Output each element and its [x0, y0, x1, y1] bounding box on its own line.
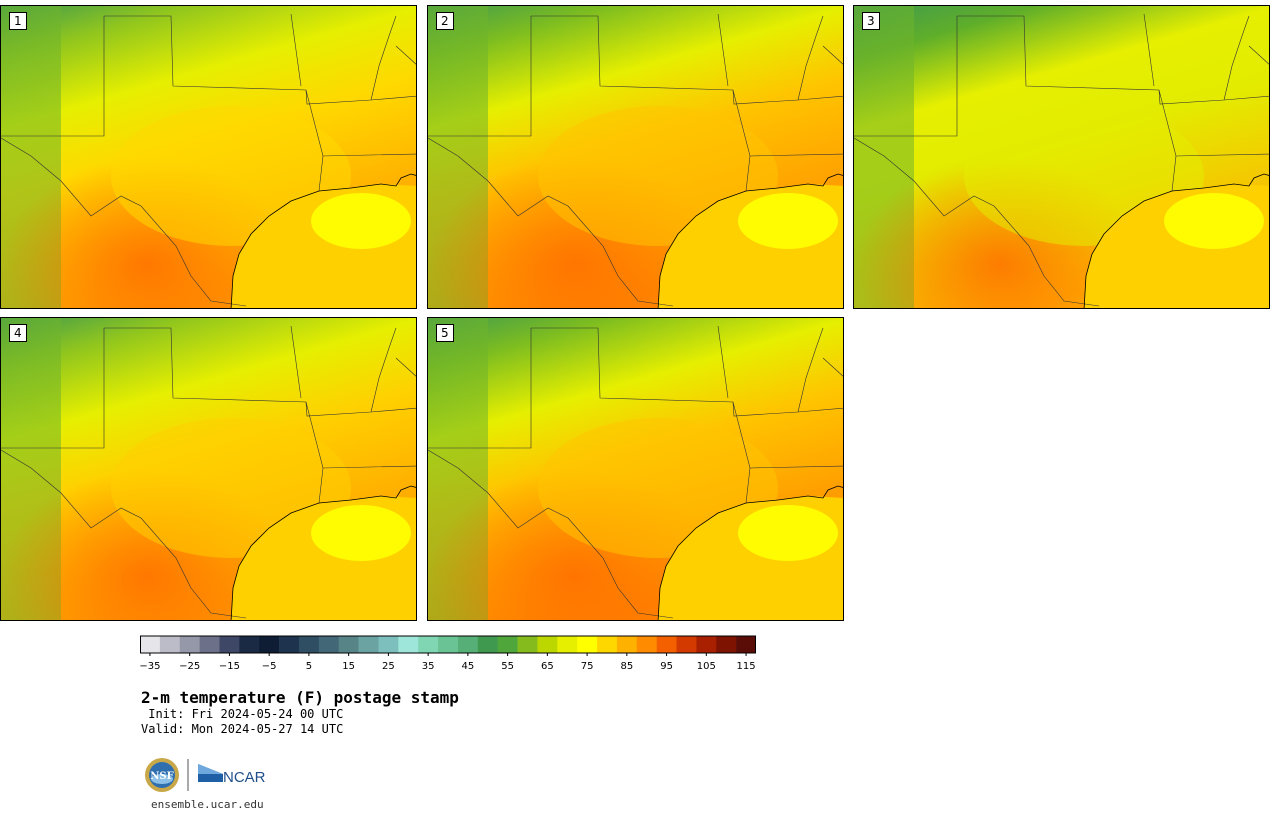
colorbar-swatch [438, 636, 459, 653]
stamp-number-label: 2 [436, 12, 454, 30]
colorbar-swatch [656, 636, 677, 653]
colorbar-swatch [199, 636, 220, 653]
colorbar-swatch [736, 636, 756, 653]
colorbar-swatch [696, 636, 717, 653]
stamp-number-label: 5 [436, 324, 454, 342]
init-time: Init: Fri 2024-05-24 00 UTC [141, 707, 344, 721]
colorbar-tick-label: 105 [697, 661, 716, 672]
site-url: ensemble.ucar.edu [151, 798, 264, 811]
colorbar-swatch [636, 636, 657, 653]
colorbar-swatch [179, 636, 200, 653]
colorbar-swatch [716, 636, 737, 653]
ncar-logo-icon: NCAR [198, 764, 266, 786]
stamp-number-label: 4 [9, 324, 27, 342]
temperature-map [854, 6, 1269, 308]
temperature-map [428, 6, 843, 308]
colorbar-swatch [537, 636, 558, 653]
colorbar-swatch [159, 636, 181, 653]
colorbar-swatch [517, 636, 538, 653]
nsf-logo-icon: NSF [145, 758, 179, 792]
colorbar-tick-label: 75 [581, 661, 594, 672]
temperature-map [428, 318, 843, 620]
colorbar-tick-label: 55 [501, 661, 514, 672]
colorbar-swatch [298, 636, 320, 653]
svg-text:NSF: NSF [150, 771, 173, 782]
colorbar-swatch [378, 636, 399, 653]
colorbar-swatch [279, 636, 300, 653]
temperature-map [1, 6, 416, 308]
postage-stamp-panel-1: 1 [0, 5, 417, 309]
colorbar-tick-label: 85 [620, 661, 633, 672]
colorbar-swatch [140, 636, 161, 653]
colorbar-tick-label: −5 [262, 661, 277, 672]
nsf-ncar-logos: NSF NCAR [145, 758, 266, 792]
colorbar-swatch [239, 636, 260, 653]
temperature-map [1, 318, 416, 620]
colorbar-tick-label: −25 [179, 661, 200, 672]
colorbar-tick-label: 15 [342, 661, 355, 672]
chart-title: 2-m temperature (F) postage stamp [141, 688, 459, 707]
postage-stamp-panel-3: 3 [853, 5, 1270, 309]
colorbar-swatch [597, 636, 618, 653]
colorbar-swatch [676, 636, 697, 653]
stamp-number-label: 1 [9, 12, 27, 30]
colorbar-swatch [497, 636, 518, 653]
colorbar-tick-label: 65 [541, 661, 554, 672]
valid-time: Valid: Mon 2024-05-27 14 UTC [141, 722, 344, 736]
colorbar-swatch [398, 636, 419, 653]
postage-stamp-panel-4: 4 [0, 317, 417, 621]
colorbar-swatch [616, 636, 638, 653]
colorbar-tick-label: −15 [219, 661, 240, 672]
colorbar-tick-label: 45 [462, 661, 475, 672]
colorbar-swatch [318, 636, 340, 653]
temperature-colorbar: −35 −25 −15 −5 5 15 25 35 45 55 65 75 85 95 105 115 [140, 635, 756, 672]
colorbar-tick-label: 35 [422, 661, 435, 672]
colorbar-swatch [477, 636, 498, 653]
colorbar-swatch [259, 636, 280, 653]
colorbar-tick-label: 115 [737, 661, 756, 672]
colorbar-swatch [358, 636, 379, 653]
colorbar-swatch [418, 636, 439, 653]
colorbar-swatch [338, 636, 359, 653]
colorbar-tick-label: 5 [306, 661, 312, 672]
colorbar-tick-label: 95 [660, 661, 673, 672]
colorbar-swatch [577, 636, 598, 653]
colorbar-swatch [219, 636, 240, 653]
colorbar-swatch [457, 636, 479, 653]
colorbar-swatch [557, 636, 578, 653]
svg-text:NCAR: NCAR [223, 769, 266, 786]
colorbar-tick-label: −35 [140, 661, 160, 672]
colorbar-tick-label: 25 [382, 661, 395, 672]
postage-stamp-panel-2: 2 [427, 5, 844, 309]
stamp-number-label: 3 [862, 12, 880, 30]
postage-stamp-panel-5: 5 [427, 317, 844, 621]
